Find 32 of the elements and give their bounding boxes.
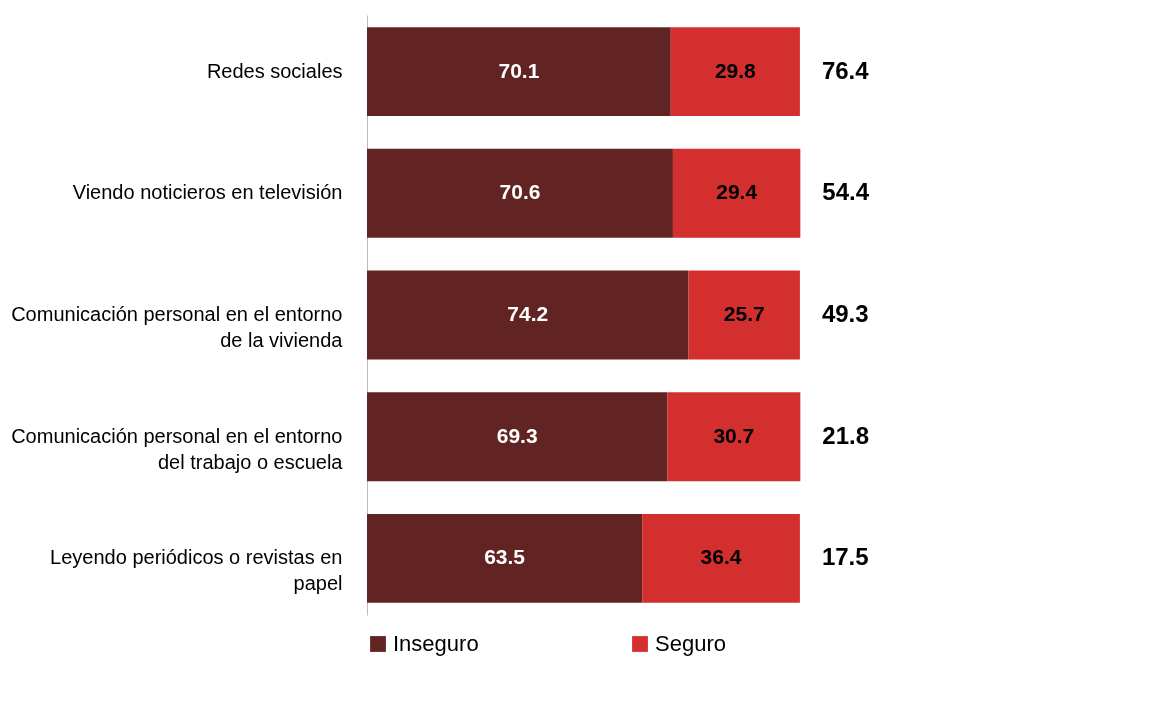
data-label: 30.7 xyxy=(713,423,755,447)
bar xyxy=(667,392,801,482)
y-tick-label: Comunicación personal en el entorno de la vivienda xyxy=(11,303,344,351)
data-label: 29.8 xyxy=(714,58,757,82)
data-label: 70.1 xyxy=(498,58,540,82)
text: 49.3 xyxy=(821,300,869,327)
legend-label: Inseguro xyxy=(393,631,479,656)
data-label: 63.5 xyxy=(484,545,526,569)
y-tick-label: Comunicación personal en el entorno del trabajo o escuela xyxy=(11,424,344,473)
bar xyxy=(672,148,801,238)
text: 21.8 xyxy=(822,421,870,449)
data-label: 74.2 xyxy=(507,302,549,325)
y-tick-label: Viendo noticieros en televisión xyxy=(72,181,343,204)
data-label: 70.6 xyxy=(499,180,541,204)
bar xyxy=(367,270,689,360)
y-tick-label: Redes sociales xyxy=(206,59,343,82)
text: 17.5 xyxy=(821,543,869,571)
data-label: 25.7 xyxy=(723,302,765,325)
bar xyxy=(367,392,668,482)
text: 76.4 xyxy=(821,56,870,84)
text: 54.4 xyxy=(822,178,870,206)
legend-label: Seguro xyxy=(655,631,726,656)
bar xyxy=(367,27,671,117)
bar xyxy=(367,148,673,238)
data-label: 69.3 xyxy=(496,423,538,447)
bar xyxy=(367,513,643,603)
bar xyxy=(670,27,800,117)
data-label: 36.4 xyxy=(700,545,742,569)
data-label: 29.4 xyxy=(716,180,758,204)
bar xyxy=(688,270,800,360)
bar xyxy=(642,513,800,603)
y-tick-label: Leyendo periódicos o revistas en papel xyxy=(50,546,343,595)
